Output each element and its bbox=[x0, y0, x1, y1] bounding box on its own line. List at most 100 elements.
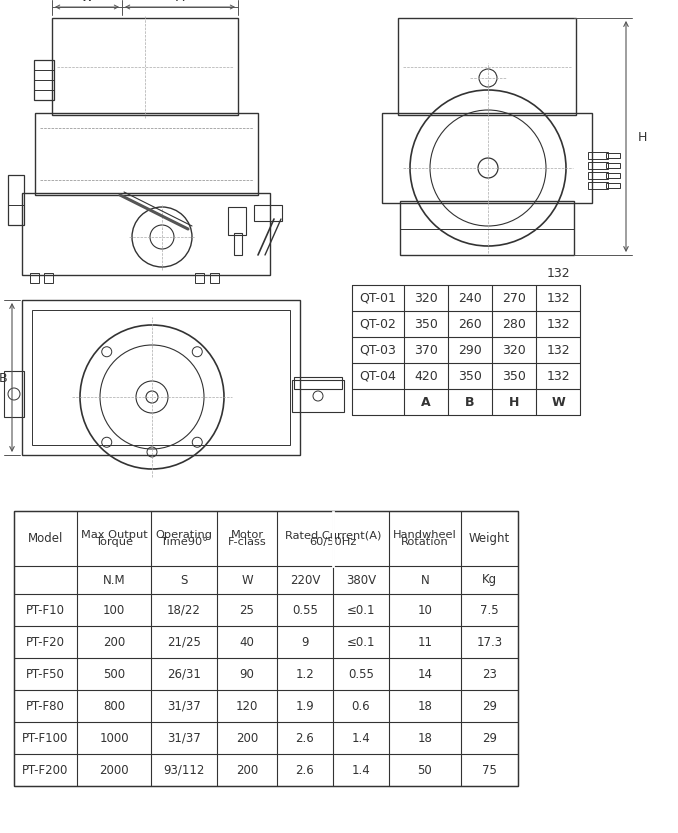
Bar bbox=[32, 310, 290, 445]
Text: B: B bbox=[465, 396, 475, 408]
Text: W: W bbox=[241, 573, 253, 586]
Text: PT-F20: PT-F20 bbox=[26, 636, 65, 649]
Text: 90: 90 bbox=[239, 667, 254, 681]
Text: Torque: Torque bbox=[95, 537, 133, 547]
Bar bbox=[44, 273, 53, 283]
Bar bbox=[294, 377, 342, 389]
Text: QT-04: QT-04 bbox=[359, 370, 397, 382]
Bar bbox=[254, 205, 282, 221]
Text: ≤0.1: ≤0.1 bbox=[346, 603, 375, 616]
Text: 10: 10 bbox=[418, 603, 433, 616]
Text: 17.3: 17.3 bbox=[477, 636, 502, 649]
Text: 132: 132 bbox=[546, 343, 570, 357]
Text: B: B bbox=[0, 372, 7, 385]
Text: 200: 200 bbox=[236, 731, 258, 745]
Text: H: H bbox=[508, 396, 519, 408]
Text: 11: 11 bbox=[418, 636, 433, 649]
Bar bbox=[606, 173, 620, 178]
Text: 1.2: 1.2 bbox=[296, 667, 315, 681]
Text: 200: 200 bbox=[103, 636, 125, 649]
Text: 270: 270 bbox=[502, 292, 526, 305]
Text: 40: 40 bbox=[239, 636, 254, 649]
Text: QT-01: QT-01 bbox=[359, 292, 397, 305]
Text: 0.55: 0.55 bbox=[348, 667, 374, 681]
Text: 370: 370 bbox=[414, 343, 438, 357]
Bar bbox=[234, 233, 242, 255]
Bar bbox=[52, 18, 238, 115]
Bar bbox=[588, 162, 608, 169]
Text: 100: 100 bbox=[103, 603, 125, 616]
Text: 2.6: 2.6 bbox=[296, 764, 315, 776]
Text: 200: 200 bbox=[236, 764, 258, 776]
Text: 23: 23 bbox=[482, 667, 497, 681]
Text: 31/37: 31/37 bbox=[167, 700, 201, 712]
Text: PT-F10: PT-F10 bbox=[26, 603, 65, 616]
Text: H: H bbox=[638, 131, 647, 143]
Text: 31/37: 31/37 bbox=[167, 731, 201, 745]
Text: N: N bbox=[420, 573, 429, 586]
Bar bbox=[228, 207, 246, 235]
Text: PT-F200: PT-F200 bbox=[22, 764, 68, 776]
Text: 2000: 2000 bbox=[99, 764, 129, 776]
Text: 26/31: 26/31 bbox=[167, 667, 201, 681]
Text: 380V: 380V bbox=[346, 573, 376, 586]
Text: 2.6: 2.6 bbox=[296, 731, 315, 745]
Text: Rated Current(A): Rated Current(A) bbox=[285, 530, 381, 540]
Text: 260: 260 bbox=[458, 317, 482, 331]
Text: 29: 29 bbox=[482, 731, 497, 745]
Text: 800: 800 bbox=[103, 700, 125, 712]
Text: 14: 14 bbox=[418, 667, 433, 681]
Text: 280: 280 bbox=[502, 317, 526, 331]
Text: 132: 132 bbox=[546, 267, 570, 280]
Text: 1.9: 1.9 bbox=[296, 700, 315, 712]
Text: QT-02: QT-02 bbox=[359, 317, 397, 331]
Text: S: S bbox=[180, 573, 188, 586]
Bar bbox=[35, 113, 258, 195]
Text: 350: 350 bbox=[414, 317, 438, 331]
Bar bbox=[588, 152, 608, 159]
Bar bbox=[382, 113, 592, 203]
Bar bbox=[606, 153, 620, 158]
Bar bbox=[8, 175, 24, 225]
Text: 18: 18 bbox=[418, 731, 433, 745]
Text: Model: Model bbox=[28, 532, 63, 545]
Text: 18/22: 18/22 bbox=[167, 603, 201, 616]
Text: 18: 18 bbox=[418, 700, 433, 712]
Text: 50: 50 bbox=[418, 764, 433, 776]
Text: A: A bbox=[421, 396, 431, 408]
Bar bbox=[14, 511, 518, 786]
Bar bbox=[292, 380, 344, 412]
Text: 1000: 1000 bbox=[99, 731, 129, 745]
Text: 1.4: 1.4 bbox=[352, 731, 370, 745]
Bar bbox=[30, 273, 39, 283]
Text: 0.55: 0.55 bbox=[292, 603, 318, 616]
Text: 9: 9 bbox=[301, 636, 308, 649]
Text: 320: 320 bbox=[502, 343, 526, 357]
Text: 320: 320 bbox=[414, 292, 438, 305]
Text: F-class: F-class bbox=[228, 537, 266, 547]
Bar bbox=[34, 60, 54, 100]
Bar bbox=[588, 172, 608, 179]
Bar bbox=[398, 18, 576, 115]
Text: 220V: 220V bbox=[290, 573, 320, 586]
Text: 132: 132 bbox=[546, 370, 570, 382]
Text: Weight: Weight bbox=[469, 532, 510, 545]
Text: Operating: Operating bbox=[155, 530, 212, 540]
Text: Rotation: Rotation bbox=[401, 537, 449, 547]
Text: 29: 29 bbox=[482, 700, 497, 712]
Text: W: W bbox=[81, 0, 93, 4]
Bar bbox=[22, 300, 300, 455]
Text: Handwheel: Handwheel bbox=[393, 530, 457, 540]
Text: ≤0.1: ≤0.1 bbox=[346, 636, 375, 649]
Bar bbox=[22, 193, 270, 275]
Text: 132: 132 bbox=[546, 317, 570, 331]
Text: 60/50Hz: 60/50Hz bbox=[309, 537, 357, 547]
Text: 25: 25 bbox=[239, 603, 254, 616]
Text: 500: 500 bbox=[103, 667, 125, 681]
Text: 420: 420 bbox=[414, 370, 438, 382]
Bar bbox=[588, 182, 608, 189]
Text: 240: 240 bbox=[458, 292, 482, 305]
Text: PT-F50: PT-F50 bbox=[26, 667, 65, 681]
Text: QT-03: QT-03 bbox=[359, 343, 397, 357]
Text: N.M: N.M bbox=[102, 573, 125, 586]
